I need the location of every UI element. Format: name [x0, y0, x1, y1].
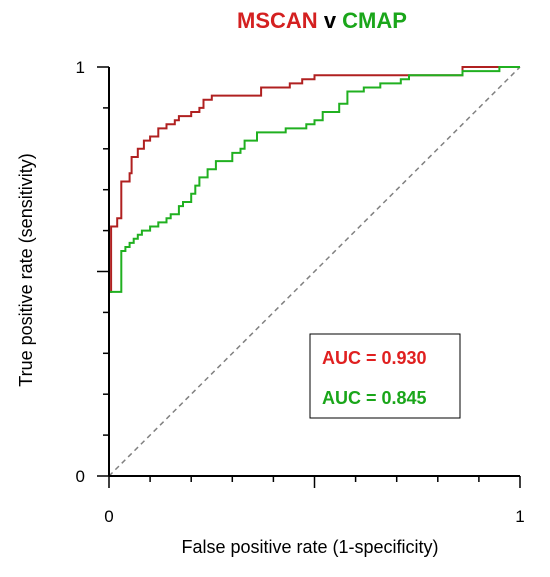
auc-box-border — [309, 333, 461, 419]
reference-diagonal-line — [108, 66, 521, 477]
x-tick-label: 0 — [104, 507, 113, 526]
x-tick-label: 1 — [515, 507, 524, 526]
roc-curve-2 — [108, 66, 520, 476]
auc-label-1: AUC = 0.930 — [322, 348, 427, 368]
series-layer — [108, 66, 520, 476]
title-part-0: MSCAN — [237, 8, 318, 33]
tick-labels: 0 1 0 1 — [76, 58, 525, 526]
title-part-1: v — [318, 8, 342, 33]
chart-title: MSCAN v CMAP — [237, 8, 407, 33]
y-axis-ticks — [97, 66, 109, 477]
title-part-2: CMAP — [342, 8, 407, 33]
auc-annotation-box: AUC = 0.930 AUC = 0.845 — [309, 333, 461, 419]
roc-curve-1 — [108, 66, 500, 476]
y-tick-label: 1 — [76, 58, 85, 77]
auc-label-2: AUC = 0.845 — [322, 388, 427, 408]
y-axis-label: True positive rate (sensitivity) — [16, 153, 36, 386]
x-axis-ticks — [108, 476, 521, 488]
x-axis-label: False positive rate (1-specificity) — [181, 537, 438, 557]
y-tick-label: 0 — [76, 467, 85, 486]
